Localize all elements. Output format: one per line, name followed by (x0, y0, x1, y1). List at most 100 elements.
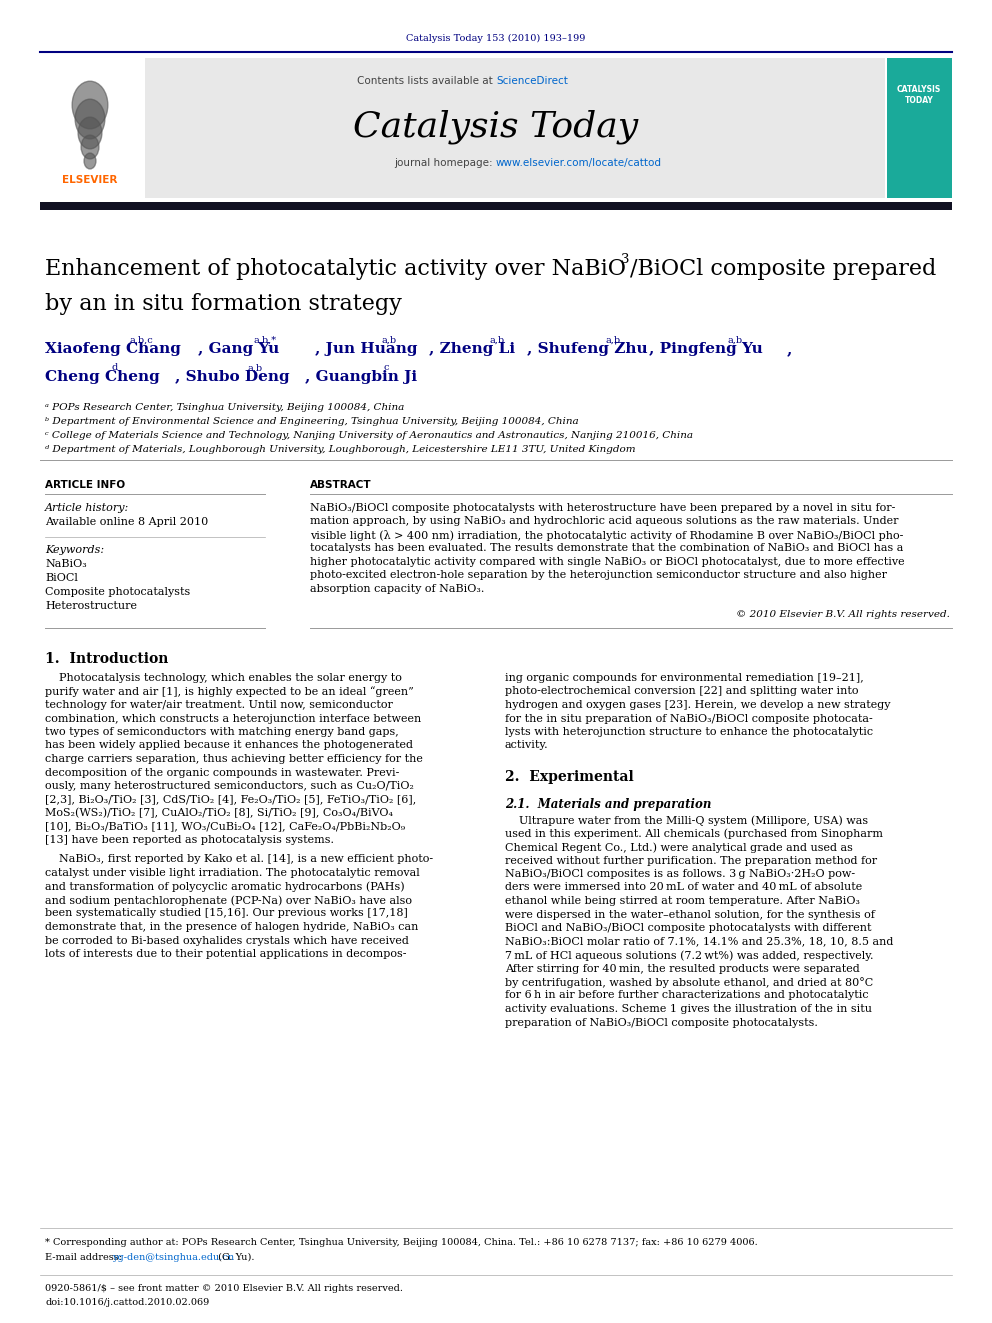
Text: Catalysis Today: Catalysis Today (353, 110, 639, 144)
Circle shape (81, 135, 99, 159)
Text: , Shubo Deng: , Shubo Deng (175, 370, 290, 384)
Text: lysts with heterojunction structure to enhance the photocatalytic: lysts with heterojunction structure to e… (505, 728, 873, 737)
Text: activity.: activity. (505, 741, 549, 750)
Text: ᶜ College of Materials Science and Technology, Nanjing University of Aeronautics: ᶜ College of Materials Science and Techn… (45, 431, 693, 441)
Text: for 6 h in air before further characterizations and photocatalytic: for 6 h in air before further characteri… (505, 991, 869, 1000)
Text: Cheng Cheng: Cheng Cheng (45, 370, 160, 384)
Text: for the in situ preparation of NaBiO₃/BiOCl composite photocata-: for the in situ preparation of NaBiO₃/Bi… (505, 713, 873, 724)
Text: c: c (383, 364, 389, 372)
Text: received without further purification. The preparation method for: received without further purification. T… (505, 856, 877, 865)
Text: purify water and air [1], is highly expected to be an ideal “green”: purify water and air [1], is highly expe… (45, 687, 414, 697)
Text: ᵇ Department of Environmental Science and Engineering, Tsinghua University, Beij: ᵇ Department of Environmental Science an… (45, 417, 578, 426)
Text: Enhancement of photocatalytic activity over NaBiO: Enhancement of photocatalytic activity o… (45, 258, 626, 280)
Text: 1.  Introduction: 1. Introduction (45, 652, 169, 665)
Text: , Gang Yu: , Gang Yu (198, 343, 280, 356)
Text: , Zheng Li: , Zheng Li (429, 343, 515, 356)
Circle shape (78, 118, 102, 149)
Text: NaBiO₃, first reported by Kako et al. [14], is a new efficient photo-: NaBiO₃, first reported by Kako et al. [1… (45, 855, 434, 864)
Text: Composite photocatalysts: Composite photocatalysts (45, 587, 190, 597)
Text: mation approach, by using NaBiO₃ and hydrochloric acid aqueous solutions as the : mation approach, by using NaBiO₃ and hyd… (310, 516, 899, 527)
Text: a,b: a,b (490, 336, 505, 344)
Text: and transformation of polycyclic aromatic hydrocarbons (PAHs): and transformation of polycyclic aromati… (45, 881, 405, 892)
Text: NaBiO₃/BiOCl composite photocatalysts with heterostructure have been prepared by: NaBiO₃/BiOCl composite photocatalysts wi… (310, 503, 896, 513)
Text: , Jun Huang: , Jun Huang (315, 343, 418, 356)
Text: Ultrapure water from the Milli-Q system (Millipore, USA) was: Ultrapure water from the Milli-Q system … (505, 815, 868, 826)
Text: © 2010 Elsevier B.V. All rights reserved.: © 2010 Elsevier B.V. All rights reserved… (736, 610, 950, 619)
Text: be corroded to Bi-based oxyhalides crystals which have received: be corroded to Bi-based oxyhalides cryst… (45, 935, 409, 946)
Text: , Guangbin Ji: , Guangbin Ji (305, 370, 417, 384)
Bar (40, 202, 952, 210)
Text: Catalysis Today 153 (2010) 193–199: Catalysis Today 153 (2010) 193–199 (407, 34, 585, 44)
Text: a,b,c: a,b,c (129, 336, 153, 344)
Text: Chemical Regent Co., Ltd.) were analytical grade and used as: Chemical Regent Co., Ltd.) were analytic… (505, 841, 853, 852)
Circle shape (72, 81, 108, 128)
Text: a,b: a,b (248, 364, 263, 372)
Text: BiOCl: BiOCl (45, 573, 78, 583)
Text: 0920-5861/$ – see front matter © 2010 Elsevier B.V. All rights reserved.: 0920-5861/$ – see front matter © 2010 El… (45, 1285, 403, 1293)
Bar (40, 58, 103, 198)
Text: photo-electrochemical conversion [22] and splitting water into: photo-electrochemical conversion [22] an… (505, 687, 858, 696)
Text: After stirring for 40 min, the resulted products were separated: After stirring for 40 min, the resulted … (505, 963, 860, 974)
Text: 7 mL of HCl aqueous solutions (7.2 wt%) was added, respectively.: 7 mL of HCl aqueous solutions (7.2 wt%) … (505, 950, 874, 960)
Text: journal homepage:: journal homepage: (394, 157, 496, 168)
Text: [2,3], Bi₂O₃/TiO₂ [3], CdS/TiO₂ [4], Fe₂O₃/TiO₂ [5], FeTiO₃/TiO₂ [6],: [2,3], Bi₂O₃/TiO₂ [3], CdS/TiO₂ [4], Fe₂… (45, 795, 417, 804)
Text: two types of semiconductors with matching energy band gaps,: two types of semiconductors with matchin… (45, 728, 399, 737)
Text: Xiaofeng Chang: Xiaofeng Chang (45, 343, 181, 356)
Circle shape (84, 153, 96, 169)
Text: ScienceDirect: ScienceDirect (496, 75, 567, 86)
Text: Contents lists available at: Contents lists available at (357, 75, 496, 86)
Text: a,b,*: a,b,* (253, 336, 277, 344)
Text: decomposition of the organic compounds in wastewater. Previ-: decomposition of the organic compounds i… (45, 767, 400, 778)
Text: combination, which constructs a heterojunction interface between: combination, which constructs a heteroju… (45, 713, 422, 724)
Text: * Corresponding author at: POPs Research Center, Tsinghua University, Beijing 10: * Corresponding author at: POPs Research… (45, 1238, 758, 1248)
Text: a,b: a,b (727, 336, 743, 344)
Text: activity evaluations. Scheme 1 gives the illustration of the in situ: activity evaluations. Scheme 1 gives the… (505, 1004, 872, 1013)
Text: Heterostructure: Heterostructure (45, 601, 137, 611)
Text: (G. Yu).: (G. Yu). (215, 1253, 255, 1262)
Text: , Shufeng Zhu: , Shufeng Zhu (527, 343, 648, 356)
Text: a,b: a,b (605, 336, 621, 344)
Text: ders were immersed into 20 mL of water and 40 mL of absolute: ders were immersed into 20 mL of water a… (505, 882, 862, 893)
Text: ing organic compounds for environmental remediation [19–21],: ing organic compounds for environmental … (505, 673, 864, 683)
Text: 2.  Experimental: 2. Experimental (505, 770, 634, 785)
Text: tocatalysts has been evaluated. The results demonstrate that the combination of : tocatalysts has been evaluated. The resu… (310, 544, 904, 553)
Text: MoS₂(WS₂)/TiO₂ [7], CuAlO₂/TiO₂ [8], Si/TiO₂ [9], Co₃O₄/BiVO₄: MoS₂(WS₂)/TiO₂ [7], CuAlO₂/TiO₂ [8], Si/… (45, 808, 393, 819)
Text: higher photocatalytic activity compared with single NaBiO₃ or BiOCl photocatalys: higher photocatalytic activity compared … (310, 557, 905, 568)
Text: 2.1.  Materials and preparation: 2.1. Materials and preparation (505, 798, 711, 811)
Text: used in this experiment. All chemicals (purchased from Sinopharm: used in this experiment. All chemicals (… (505, 828, 883, 839)
Text: BiOCl and NaBiO₃/BiOCl composite photocatalysts with different: BiOCl and NaBiO₃/BiOCl composite photoca… (505, 923, 872, 933)
Text: ELSEVIER: ELSEVIER (62, 175, 118, 185)
Text: catalyst under visible light irradiation. The photocatalytic removal: catalyst under visible light irradiation… (45, 868, 420, 878)
Text: Photocatalysis technology, which enables the solar energy to: Photocatalysis technology, which enables… (45, 673, 402, 683)
Text: a,b: a,b (382, 336, 397, 344)
Text: E-mail address:: E-mail address: (45, 1253, 125, 1262)
Text: ously, many heterostructured semiconductors, such as Cu₂O/TiO₂: ously, many heterostructured semiconduct… (45, 781, 414, 791)
Text: Available online 8 April 2010: Available online 8 April 2010 (45, 517, 208, 527)
Text: ᵈ Department of Materials, Loughborough University, Loughborough, Leicestershire: ᵈ Department of Materials, Loughborough … (45, 445, 636, 454)
Text: by centrifugation, washed by absolute ethanol, and dried at 80°C: by centrifugation, washed by absolute et… (505, 976, 873, 988)
Text: NaBiO₃/BiOCl composites is as follows. 3 g NaBiO₃·2H₂O pow-: NaBiO₃/BiOCl composites is as follows. 3… (505, 869, 855, 878)
Bar (887, 58, 952, 198)
Text: hydrogen and oxygen gases [23]. Herein, we develop a new strategy: hydrogen and oxygen gases [23]. Herein, … (505, 700, 891, 710)
Text: absorption capacity of NaBiO₃.: absorption capacity of NaBiO₃. (310, 583, 484, 594)
Text: charge carriers separation, thus achieving better efficiency for the: charge carriers separation, thus achievi… (45, 754, 423, 763)
Text: 3: 3 (621, 253, 630, 266)
Text: yg-den@tsinghua.edu.cn: yg-den@tsinghua.edu.cn (112, 1253, 234, 1262)
Text: demonstrate that, in the presence of halogen hydride, NaBiO₃ can: demonstrate that, in the presence of hal… (45, 922, 419, 931)
Text: photo-excited electron-hole separation by the heterojunction semiconductor struc: photo-excited electron-hole separation b… (310, 570, 887, 581)
Bar (145, 58, 885, 198)
Text: preparation of NaBiO₃/BiOCl composite photocatalysts.: preparation of NaBiO₃/BiOCl composite ph… (505, 1017, 817, 1028)
Text: [13] have been reported as photocatalysis systems.: [13] have been reported as photocatalysi… (45, 835, 334, 845)
Text: and sodium pentachlorophenate (PCP-Na) over NaBiO₃ have also: and sodium pentachlorophenate (PCP-Na) o… (45, 894, 412, 905)
Text: NaBiO₃:BiOCl molar ratio of 7.1%, 14.1% and 25.3%, 18, 10, 8.5 and: NaBiO₃:BiOCl molar ratio of 7.1%, 14.1% … (505, 937, 894, 946)
Text: ,: , (787, 343, 793, 356)
Text: technology for water/air treatment. Until now, semiconductor: technology for water/air treatment. Unti… (45, 700, 393, 710)
Text: www.elsevier.com/locate/cattod: www.elsevier.com/locate/cattod (496, 157, 662, 168)
Text: doi:10.1016/j.cattod.2010.02.069: doi:10.1016/j.cattod.2010.02.069 (45, 1298, 209, 1307)
Text: by an in situ formation strategy: by an in situ formation strategy (45, 292, 402, 315)
Text: visible light (λ > 400 nm) irradiation, the photocatalytic activity of Rhodamine: visible light (λ > 400 nm) irradiation, … (310, 531, 904, 541)
Text: lots of interests due to their potential applications in decompos-: lots of interests due to their potential… (45, 949, 407, 959)
Text: Keywords:: Keywords: (45, 545, 104, 556)
Text: /BiOCl composite prepared: /BiOCl composite prepared (630, 258, 936, 280)
Text: been systematically studied [15,16]. Our previous works [17,18]: been systematically studied [15,16]. Our… (45, 909, 408, 918)
